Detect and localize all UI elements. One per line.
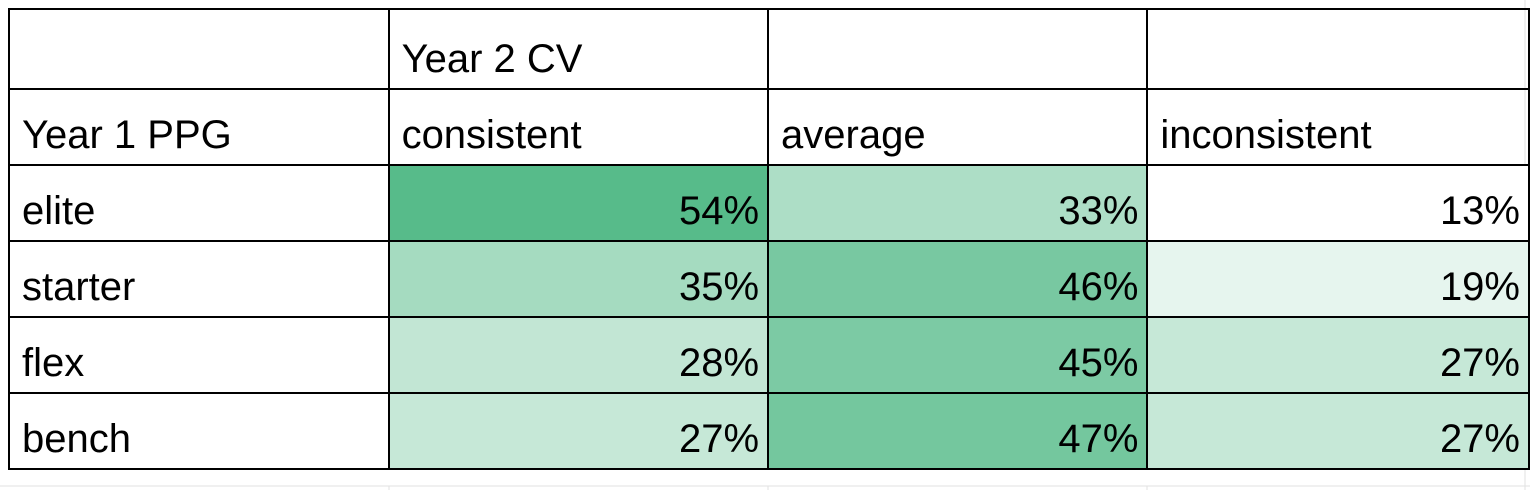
value-cell[interactable]: 33% <box>767 164 1149 242</box>
value-cell[interactable]: 27% <box>1146 392 1530 470</box>
column-header-inconsistent[interactable]: inconsistent <box>1146 88 1530 166</box>
column-header-average[interactable]: average <box>767 88 1149 166</box>
value-cell[interactable]: 19% <box>1146 240 1530 318</box>
empty-header-cell[interactable] <box>1146 8 1530 90</box>
row-label-elite[interactable]: elite <box>8 164 390 242</box>
value-cell[interactable]: 27% <box>387 392 770 470</box>
table-row: Year 1 PPG consistent average inconsiste… <box>8 88 1530 166</box>
value-cell[interactable]: 47% <box>767 392 1149 470</box>
row-label-starter[interactable]: starter <box>8 240 390 318</box>
row-label-flex[interactable]: flex <box>8 316 390 394</box>
row-header-label[interactable]: Year 1 PPG <box>8 88 390 166</box>
row-label-bench[interactable]: bench <box>8 392 390 470</box>
table-row: starter 35% 46% 19% <box>8 240 1530 318</box>
value-cell[interactable]: 13% <box>1146 164 1530 242</box>
empty-header-cell[interactable] <box>767 8 1149 90</box>
value-cell[interactable]: 46% <box>767 240 1149 318</box>
table-row: bench 27% 47% 27% <box>8 392 1530 470</box>
value-cell[interactable]: 27% <box>1146 316 1530 394</box>
heatmap-table: Year 2 CV Year 1 PPG consistent average … <box>8 8 1530 470</box>
column-header-consistent[interactable]: consistent <box>387 88 770 166</box>
value-cell[interactable]: 54% <box>387 164 770 242</box>
value-cell[interactable]: 45% <box>767 316 1149 394</box>
column-group-label[interactable]: Year 2 CV <box>387 8 770 90</box>
table-row: flex 28% 45% 27% <box>8 316 1530 394</box>
table-row: elite 54% 33% 13% <box>8 164 1530 242</box>
value-cell[interactable]: 35% <box>387 240 770 318</box>
table-row: Year 2 CV <box>8 8 1530 90</box>
value-cell[interactable]: 28% <box>387 316 770 394</box>
empty-corner-cell[interactable] <box>8 8 390 90</box>
